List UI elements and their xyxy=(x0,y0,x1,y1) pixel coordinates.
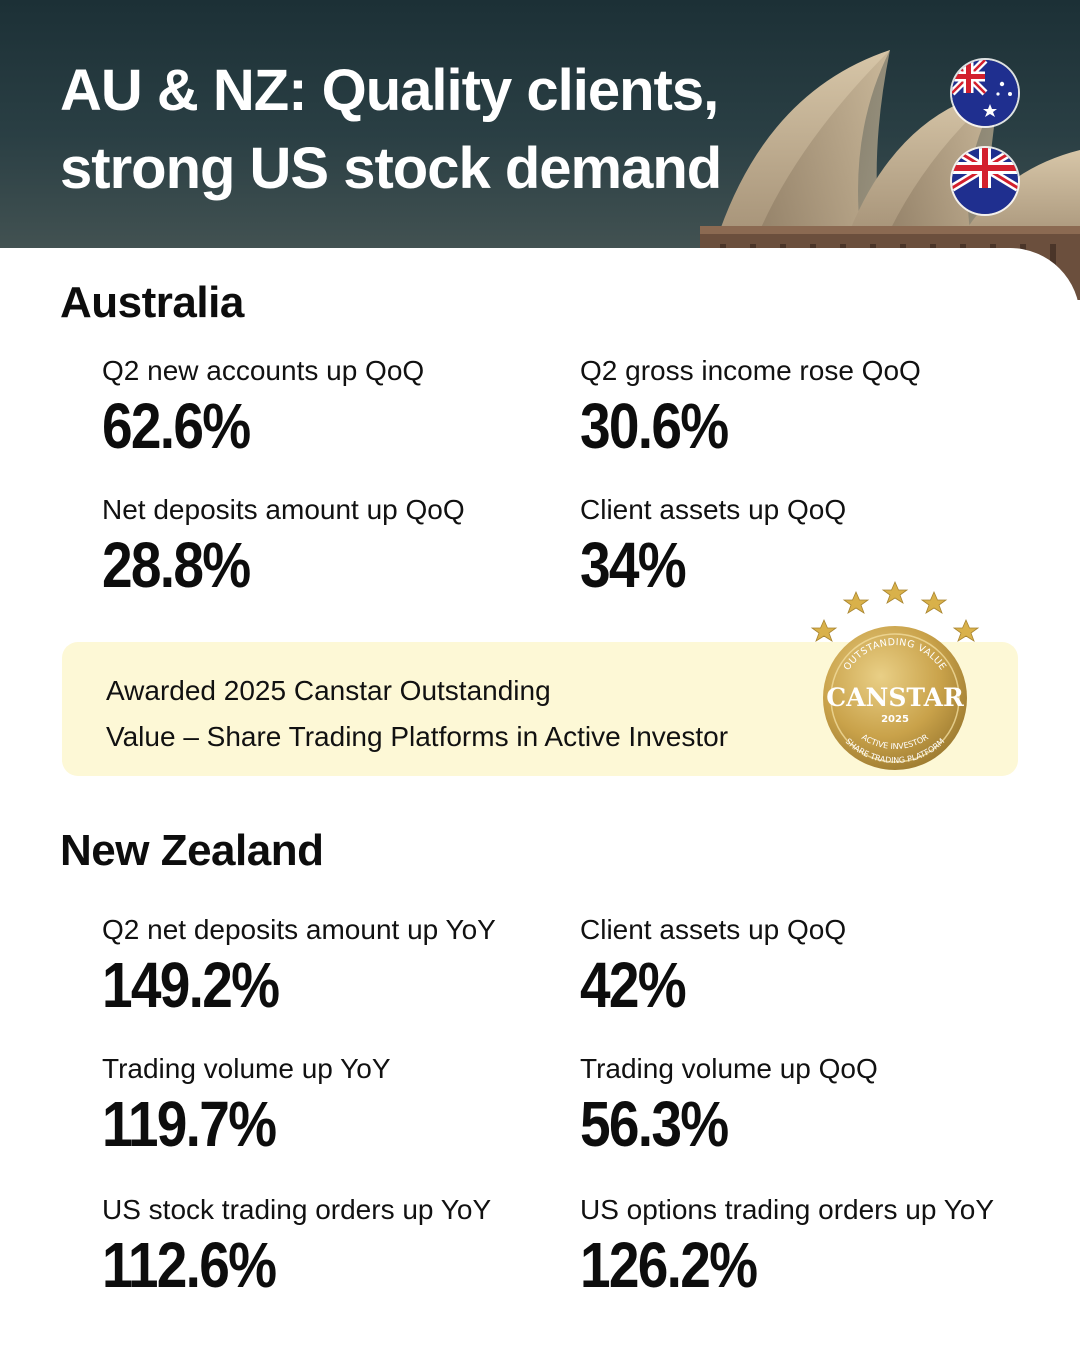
badge-brand: CANSTAR xyxy=(826,683,964,712)
au-stat-gross-income: Q2 gross income rose QoQ 30.6% xyxy=(580,354,1050,462)
stat-value: 34% xyxy=(580,529,687,601)
stat-value: 149.2% xyxy=(102,949,280,1021)
stat-value: 42% xyxy=(580,949,687,1021)
stat-label: US options trading orders up YoY xyxy=(580,1194,995,1225)
stat-value: 30.6% xyxy=(580,390,729,462)
au-stat-new-accounts: Q2 new accounts up QoQ 62.6% xyxy=(102,354,572,462)
canstar-award-badge-icon: OUTSTANDING VALUE CANSTAR 2025 ACTIVE IN… xyxy=(810,581,980,770)
stat-label: Trading volume up QoQ xyxy=(580,1053,878,1084)
nz-stat-client-assets: Client assets up QoQ 42% xyxy=(580,913,1050,1021)
nz-stat-net-deposits: Q2 net deposits amount up YoY 149.2% xyxy=(102,913,572,1021)
nz-stat-trading-volume-qoq: Trading volume up QoQ 56.3% xyxy=(580,1052,1050,1160)
page-title: AU & NZ: Quality clients, strong US stoc… xyxy=(60,58,722,201)
australia-section-title: Australia xyxy=(60,278,244,327)
new-zealand-section-title: New Zealand xyxy=(60,826,324,875)
award-stars xyxy=(810,581,980,642)
stat-value: 62.6% xyxy=(102,390,251,462)
award-text: Awarded 2025 Canstar Outstanding Value –… xyxy=(106,668,826,760)
badge-year: 2025 xyxy=(881,714,909,725)
stat-label: Q2 gross income rose QoQ xyxy=(580,355,921,386)
stat-value: 112.6% xyxy=(102,1229,277,1301)
stat-value: 28.8% xyxy=(102,529,251,601)
stat-value: 126.2% xyxy=(580,1229,758,1301)
au-stat-net-deposits: Net deposits amount up QoQ 28.8% xyxy=(102,493,572,601)
australia-flag-icon xyxy=(952,60,1018,126)
stat-label: Net deposits amount up QoQ xyxy=(102,494,465,525)
content-card xyxy=(0,248,1080,1350)
award-line-1: Awarded 2025 Canstar Outstanding xyxy=(106,675,551,706)
stat-label: Client assets up QoQ xyxy=(580,494,847,525)
stat-label: Q2 net deposits amount up YoY xyxy=(102,914,496,945)
nz-stat-us-stock-orders: US stock trading orders up YoY 112.6% xyxy=(102,1193,572,1301)
stat-label: Q2 new accounts up QoQ xyxy=(102,355,425,386)
stat-value: 119.7% xyxy=(102,1088,277,1160)
stat-label: Trading volume up YoY xyxy=(102,1053,391,1084)
award-line-2: Value – Share Trading Platforms in Activ… xyxy=(106,721,729,752)
stat-label: US stock trading orders up YoY xyxy=(102,1194,492,1225)
au-stat-client-assets: Client assets up QoQ 34% xyxy=(580,493,1050,601)
stat-label: Client assets up QoQ xyxy=(580,914,847,945)
nz-stat-us-options-orders: US options trading orders up YoY 126.2% xyxy=(580,1193,1050,1301)
nz-stat-trading-volume-yoy: Trading volume up YoY 119.7% xyxy=(102,1052,572,1160)
new-zealand-flag-icon xyxy=(952,148,1018,214)
stat-value: 56.3% xyxy=(580,1088,729,1160)
